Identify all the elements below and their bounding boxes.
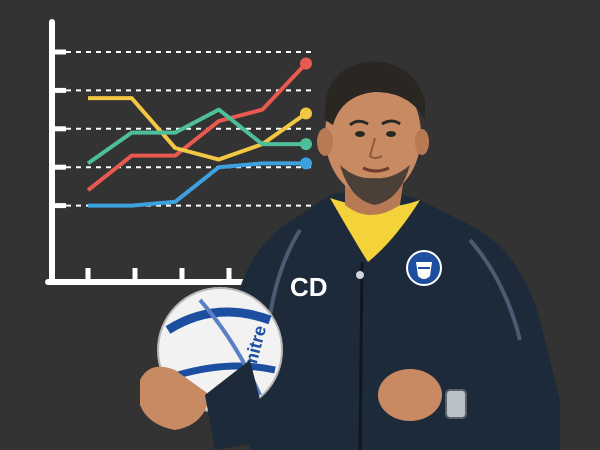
beard — [340, 165, 410, 205]
mouth — [362, 166, 390, 173]
gridlines — [66, 51, 312, 207]
right-hand — [378, 369, 442, 421]
series-end-point-yellow — [300, 107, 312, 120]
coach-figure: CD mitre — [140, 61, 560, 450]
hair — [324, 61, 425, 125]
left-sleeve — [205, 360, 270, 450]
series-line-green — [86, 107, 306, 165]
y-axis-ticks — [52, 49, 66, 209]
right-eyebrow — [381, 119, 401, 126]
jacket-highlight-right — [468, 238, 522, 341]
series-end-point-blue — [300, 157, 312, 170]
nose — [368, 137, 383, 159]
jacket-zipper — [358, 261, 364, 450]
series-end-point-green — [300, 138, 312, 151]
zipper-pull — [356, 271, 364, 279]
right-ear — [415, 129, 429, 155]
series-line-red — [86, 62, 308, 192]
series-line-yellow — [88, 96, 308, 162]
right-eye — [386, 131, 396, 137]
head — [325, 73, 421, 197]
club-crest-icon — [406, 250, 442, 286]
left-hand — [140, 366, 210, 430]
series-lines — [86, 57, 312, 208]
left-eye — [355, 131, 365, 137]
series-line-blue — [88, 161, 306, 208]
shirt-collar — [330, 198, 420, 262]
series-end-point-red — [300, 57, 312, 70]
left-eyebrow — [349, 119, 369, 127]
left-ear — [317, 128, 333, 156]
wristwatch — [445, 389, 467, 419]
jacket-initials: CD — [290, 272, 328, 302]
